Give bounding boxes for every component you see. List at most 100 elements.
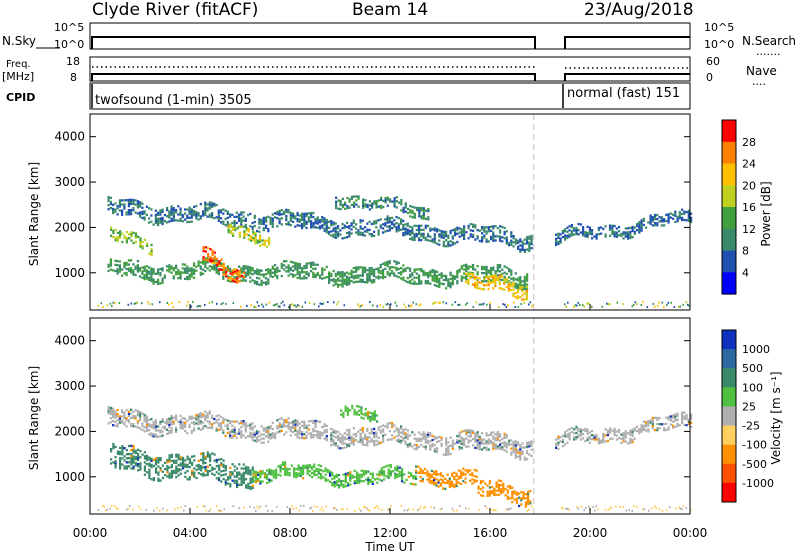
echo-cell [127,263,130,266]
echo-cell [456,269,459,273]
echo-cell [179,425,182,428]
echo-cell [523,280,526,283]
echo-cell [163,213,166,217]
echo-cell [166,465,169,468]
echo-cell [427,439,430,442]
echo-cell [263,472,266,475]
echo-cell [654,215,657,219]
echo-cell [157,211,160,214]
clutter-cell [312,510,314,512]
echo-cell [476,441,479,444]
echo-cell [326,468,329,472]
echo-cell [254,481,257,484]
echo-cell [491,485,494,489]
echo-cell [179,427,182,430]
echo-cell [600,226,603,229]
echo-cell [496,227,499,230]
echo-cell [206,207,209,210]
echo-cell [287,223,290,226]
echo-cell [179,472,182,475]
echo-cell [256,430,259,433]
clutter-cell [636,506,638,509]
echo-cell [346,225,349,229]
clutter-cell [217,509,220,512]
echo-cell [331,482,334,485]
echo-cell [499,433,502,436]
echo-cell [257,471,260,474]
echo-cell [236,269,239,272]
echo-cell [638,428,641,431]
echo-cell [611,232,614,235]
echo-cell [579,432,582,435]
echo-cell [508,443,511,446]
echo-cell [557,437,560,440]
echo-cell [411,205,414,209]
echo-cell [343,436,346,439]
echo-cell [204,261,207,264]
echo-cell [112,442,115,446]
echo-cell [640,424,643,427]
echo-cell [303,271,306,274]
echo-cell [337,231,340,234]
echo-cell [136,409,139,413]
echo-cell [442,242,445,246]
echo-cell [321,216,324,219]
echo-cell [370,273,373,276]
echo-cell [382,227,385,230]
echo-cell [517,239,520,242]
echo-cell [376,477,379,480]
echo-cell [457,481,460,484]
echo-cell [168,212,171,215]
echo-cell [526,240,529,243]
echo-cell [349,409,352,412]
echo-cell [370,279,373,282]
echo-cell [341,440,344,444]
echo-cell [361,227,364,230]
echo-cell [663,224,666,227]
echo-cell [486,484,489,487]
echo-cell [449,452,452,456]
echo-cell [261,472,264,475]
echo-cell [274,270,277,273]
clutter-cell [109,302,112,305]
echo-cell [440,232,443,235]
echo-cell [254,476,257,480]
echo-cell [265,268,268,272]
echo-cell [487,277,490,280]
echo-cell [402,276,405,279]
echo-cell [152,268,155,271]
echo-cell [287,264,290,267]
echo-cell [512,442,515,446]
echo-cell [125,199,128,202]
echo-cell [130,200,133,203]
echo-cell [339,447,342,450]
echo-cell [337,225,340,228]
echo-cell [413,447,416,451]
echo-cell [109,206,112,210]
echo-cell [331,484,334,487]
echo-cell [136,420,139,423]
echo-cell [575,427,578,430]
echo-cell [521,240,524,243]
echo-cell [654,213,657,217]
echo-cell [559,233,562,236]
echo-cell [222,267,225,270]
echo-cell [224,217,227,221]
echo-cell [474,286,477,289]
echo-cell [119,232,122,235]
echo-cell [247,424,250,428]
echo-cell [340,409,343,412]
echo-cell [422,431,425,434]
echo-cell [346,271,349,274]
echo-cell [669,419,672,422]
echo-cell [395,268,398,272]
echo-cell [233,479,236,482]
clutter-cell [253,306,256,308]
y-tick-label: 3000 [54,379,85,393]
clutter-cell [430,506,433,508]
echo-cell [254,470,257,474]
echo-cell [209,248,212,251]
echo-cell [500,492,503,495]
echo-cell [121,240,124,244]
echo-cell [191,461,194,464]
